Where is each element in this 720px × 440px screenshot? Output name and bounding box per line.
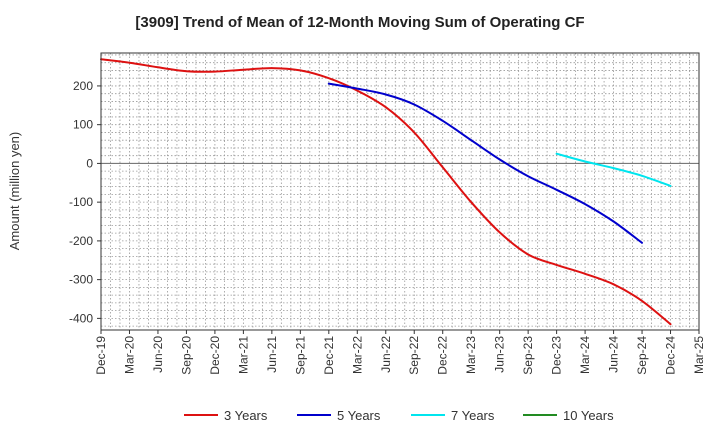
y-tick-labels: 200 100 0 -100 -200 -300 -400 (69, 79, 101, 325)
x-tick-label: Dec-23 (550, 336, 564, 375)
y-tick-label: -300 (69, 273, 93, 287)
x-tick-label: Dec-21 (322, 336, 336, 375)
series-line-7-years (555, 152, 672, 187)
x-tick-label: Dec-22 (436, 336, 450, 375)
x-tick-label: Dec-24 (664, 336, 678, 375)
series-line-3-years (100, 58, 672, 326)
series-lines (100, 58, 672, 326)
series-line-5-years (327, 82, 643, 244)
x-tick-label: Mar-24 (578, 336, 592, 374)
plot-frame (100, 52, 700, 331)
x-tick-label: Jun-24 (607, 336, 621, 373)
x-tick-label: Sep-24 (635, 336, 649, 375)
grid-lines (100, 53, 700, 330)
legend-label-3-years: 3 Years (224, 408, 268, 423)
x-tick-label: Sep-23 (521, 336, 535, 375)
x-tick-label: Mar-20 (122, 336, 136, 374)
y-tick-label: 100 (73, 118, 93, 132)
x-tick-label: Mar-22 (350, 336, 364, 374)
x-tick-label: Dec-19 (94, 336, 108, 375)
y-axis-label: Amount (million yen) (7, 132, 22, 251)
x-tick-labels: Dec-19 Mar-20 Jun-20 Sep-20 Dec-20 Mar-21 Jun-… (94, 330, 706, 375)
legend-label-5-years: 5 Years (337, 408, 381, 423)
x-tick-label: Mar-25 (692, 336, 706, 374)
x-tick-label: Jun-22 (379, 336, 393, 373)
x-tick-label: Mar-23 (464, 336, 478, 374)
y-tick-label: -200 (69, 234, 93, 248)
y-tick-label: 0 (86, 156, 93, 170)
chart-title: [3909] Trend of Mean of 12-Month Moving … (135, 14, 585, 31)
legend: 3 Years 5 Years 7 Years 10 Years (184, 408, 614, 423)
y-tick-label: -400 (69, 311, 93, 325)
x-tick-label: Sep-22 (407, 336, 421, 375)
x-tick-label: Mar-21 (236, 336, 250, 374)
x-tick-label: Dec-20 (208, 336, 222, 375)
x-tick-label: Jun-23 (493, 336, 507, 373)
x-tick-label: Sep-20 (179, 336, 193, 375)
x-tick-label: Jun-20 (151, 336, 165, 373)
x-tick-label: Sep-21 (293, 336, 307, 375)
x-tick-label: Jun-21 (265, 336, 279, 373)
legend-label-7-years: 7 Years (451, 408, 495, 423)
legend-label-10-years: 10 Years (563, 408, 614, 423)
y-tick-label: 200 (73, 79, 93, 93)
y-tick-label: -100 (69, 195, 93, 209)
